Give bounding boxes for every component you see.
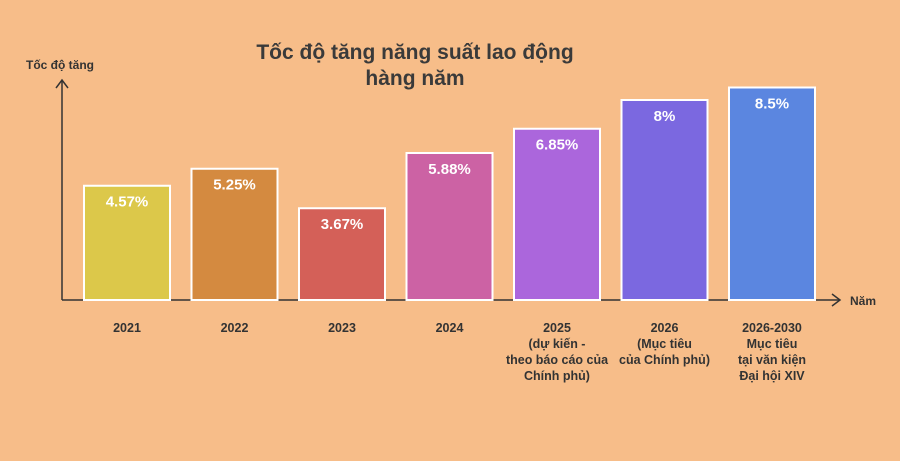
value-label: 4.57%	[106, 194, 149, 211]
bar	[190, 167, 279, 301]
bar	[298, 207, 386, 301]
x-tick-label: 2026 (Mục tiêu của Chính phủ)	[619, 321, 710, 367]
x-axis-label: Năm	[850, 294, 877, 308]
x-tick-label: 2021	[113, 321, 141, 335]
bar	[405, 152, 494, 301]
x-tick-label: 2022	[220, 321, 249, 335]
y-axis-arrow	[55, 78, 69, 89]
value-label: 5.88%	[428, 161, 471, 178]
bar	[620, 99, 709, 301]
bar	[513, 127, 601, 301]
value-label: 3.67%	[321, 216, 364, 233]
chart-title: Tốc độ tăng năng suất lao động hàng năm	[256, 41, 574, 90]
x-tick-label: 2024	[435, 321, 464, 335]
x-tick-label: 2025 (dự kiến - theo báo cáo của Chính p…	[505, 321, 609, 383]
value-label: 6.85%	[536, 137, 579, 154]
y-axis-label: Tốc độ tăng	[26, 58, 94, 72]
value-label: 8%	[654, 108, 676, 125]
x-axis-arrow	[831, 293, 842, 307]
value-label: 5.25%	[213, 177, 256, 194]
bar	[728, 86, 816, 301]
x-tick-label: 2023	[328, 321, 356, 335]
bar	[83, 184, 171, 301]
value-label: 8.5%	[755, 95, 789, 112]
x-tick-label: 2026-2030 Mục tiêu tại văn kiện Đại hội …	[737, 321, 807, 383]
